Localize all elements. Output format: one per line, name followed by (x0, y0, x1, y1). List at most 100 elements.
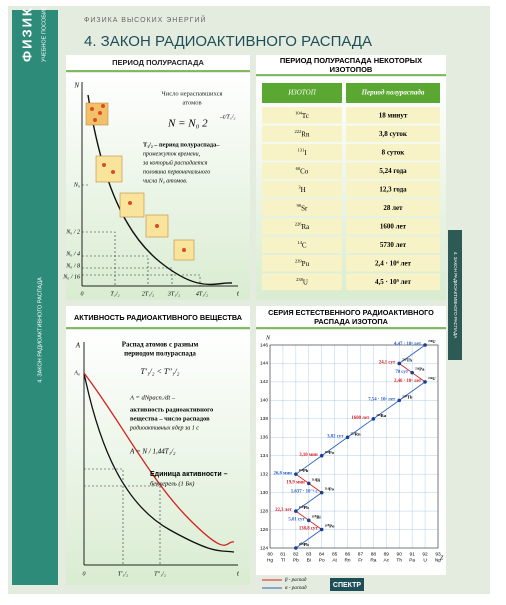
definition: вещества – число распадов (130, 415, 210, 422)
nuclide (294, 472, 298, 476)
symbol: C (302, 241, 307, 249)
legend-label: β - распад (284, 578, 307, 583)
symbol: H (301, 186, 306, 194)
isotope: 90Sr (297, 203, 308, 212)
isotope: 238U (296, 277, 308, 286)
panel-title: ПЕРИОД ПОЛУРАСПАДА (112, 58, 204, 67)
subtitle: УЧЕБНОЕ ПОСОБИЕ (41, 6, 47, 62)
atom-boxes (85, 102, 195, 261)
half-life: 1,637 · 10⁻⁴ с (291, 489, 319, 495)
element-label: U (423, 557, 427, 563)
subject: ФИЗИКА (19, 0, 34, 62)
desc: половина первоначального (143, 169, 210, 175)
y-tick-label: 134 (260, 453, 268, 459)
period: 28 лет (383, 204, 403, 212)
nuclide (294, 509, 298, 513)
panel-body (66, 330, 250, 585)
mass: 104 (295, 111, 303, 116)
nuclide (410, 370, 414, 375)
beta-arrow (308, 519, 322, 530)
alpha-arrow (398, 344, 426, 364)
panel-title: РАСПАДА ИЗОТОПА (314, 317, 388, 326)
nuclide (306, 518, 311, 523)
nuclide-label: ²²⁶Ra (376, 413, 386, 418)
unit: беккерель (1 Бк) (150, 480, 194, 487)
x-label: 4T₁/₂ (196, 290, 208, 297)
cell (346, 144, 440, 161)
caption: периодом полураспада (124, 350, 196, 358)
element-label: Bi (307, 557, 311, 563)
isotope: 239Pu (295, 259, 310, 268)
nuclide-label: ²¹⁴Po (325, 487, 335, 492)
y-tick-label: 136 (260, 435, 268, 441)
mass: 60 (296, 166, 301, 171)
x-tick-label: 85 (332, 551, 338, 557)
x-tick-label: 80 (267, 551, 273, 557)
column-title: ИЗОТОП (287, 89, 317, 97)
cell (346, 199, 440, 216)
half-life: 26,8 мин (273, 471, 292, 476)
mass: 14 (297, 240, 302, 245)
element-label: Po (319, 557, 325, 563)
nuclide-label: ²¹⁸Po (325, 450, 335, 455)
y-tick-label: 132 (260, 471, 268, 477)
mass: 239 (295, 259, 303, 264)
nuclide-label: ²¹⁰Po (325, 524, 335, 529)
element-label: Fr (358, 557, 363, 563)
legend-label: α - распад (285, 586, 307, 591)
series: ФИЗИКА ВЫСОКИХ ЭНЕРГИЙ (84, 15, 207, 24)
y-axis-label: N (265, 335, 271, 341)
nuclide-label: ²¹⁴Pb (299, 468, 309, 473)
column-title: Период полураспада (361, 89, 425, 97)
x-label: T′₁/₂ (118, 571, 129, 577)
element-label: At (332, 557, 337, 563)
mass: 222 (295, 129, 302, 134)
column-header (346, 83, 440, 103)
title: 4. ЗАКОН РАДИОАКТИВНОГО РАСПАДА (84, 33, 372, 50)
x-label: 2T₁/₂ (142, 291, 154, 297)
column-header (262, 83, 342, 103)
nuclide (345, 435, 350, 440)
side-label: 4. ЗАКОН РАДИОАКТИВНОГО РАСПАДА (37, 277, 43, 383)
y-label: N₀ (73, 182, 80, 188)
nuclide (423, 380, 427, 384)
x-tick-label: 84 (319, 551, 325, 557)
desc: T₁/₂ – период полураспада– (143, 141, 220, 148)
alpha-arrow (347, 418, 374, 438)
x-axis-label: Z (440, 555, 444, 561)
panel-header (256, 306, 446, 328)
nuclide-label: ²¹⁰Bi (312, 514, 322, 519)
cell (346, 162, 440, 179)
mass: 90 (297, 203, 302, 208)
x-label: T₁/₂ (110, 291, 119, 297)
cell (262, 218, 342, 235)
y-label: N₀ / 16 (62, 274, 80, 280)
cell (346, 181, 440, 198)
panel-title: СЕРИЯ ЕСТЕСТВЕННОГО РАДИОАКТИВНОГО (268, 308, 434, 317)
cell (346, 273, 440, 290)
cell (262, 144, 342, 161)
period: 5730 лет (380, 241, 407, 249)
element-label: Ac (384, 557, 390, 563)
cell (262, 125, 342, 142)
panel-body (256, 330, 446, 575)
panel-header (66, 306, 250, 328)
alpha-arrow (321, 436, 348, 457)
caption: Число нераспавшихся (162, 90, 223, 97)
publisher: СПЕКТР (333, 582, 361, 589)
beta-arrow (398, 363, 413, 374)
curve-long (83, 372, 235, 546)
cell (262, 273, 342, 290)
alpha-arrow (295, 492, 322, 512)
period: 3,8 суток (379, 130, 408, 138)
element-label: Ra (370, 557, 376, 563)
cell (346, 255, 440, 272)
nuclide (294, 546, 298, 550)
y-tick-label: 126 (260, 527, 268, 533)
y-tick-label: 138 (260, 416, 268, 422)
panel-title: ПЕРИОД ПОЛУРАСПАДА НЕКОТОРЫХ (280, 56, 422, 65)
y-tick-label: 142 (260, 379, 268, 385)
period: 2,4 · 10⁴ лет (375, 260, 411, 268)
beta-arrow (308, 483, 322, 494)
x-tick-label: 81 (280, 551, 286, 557)
